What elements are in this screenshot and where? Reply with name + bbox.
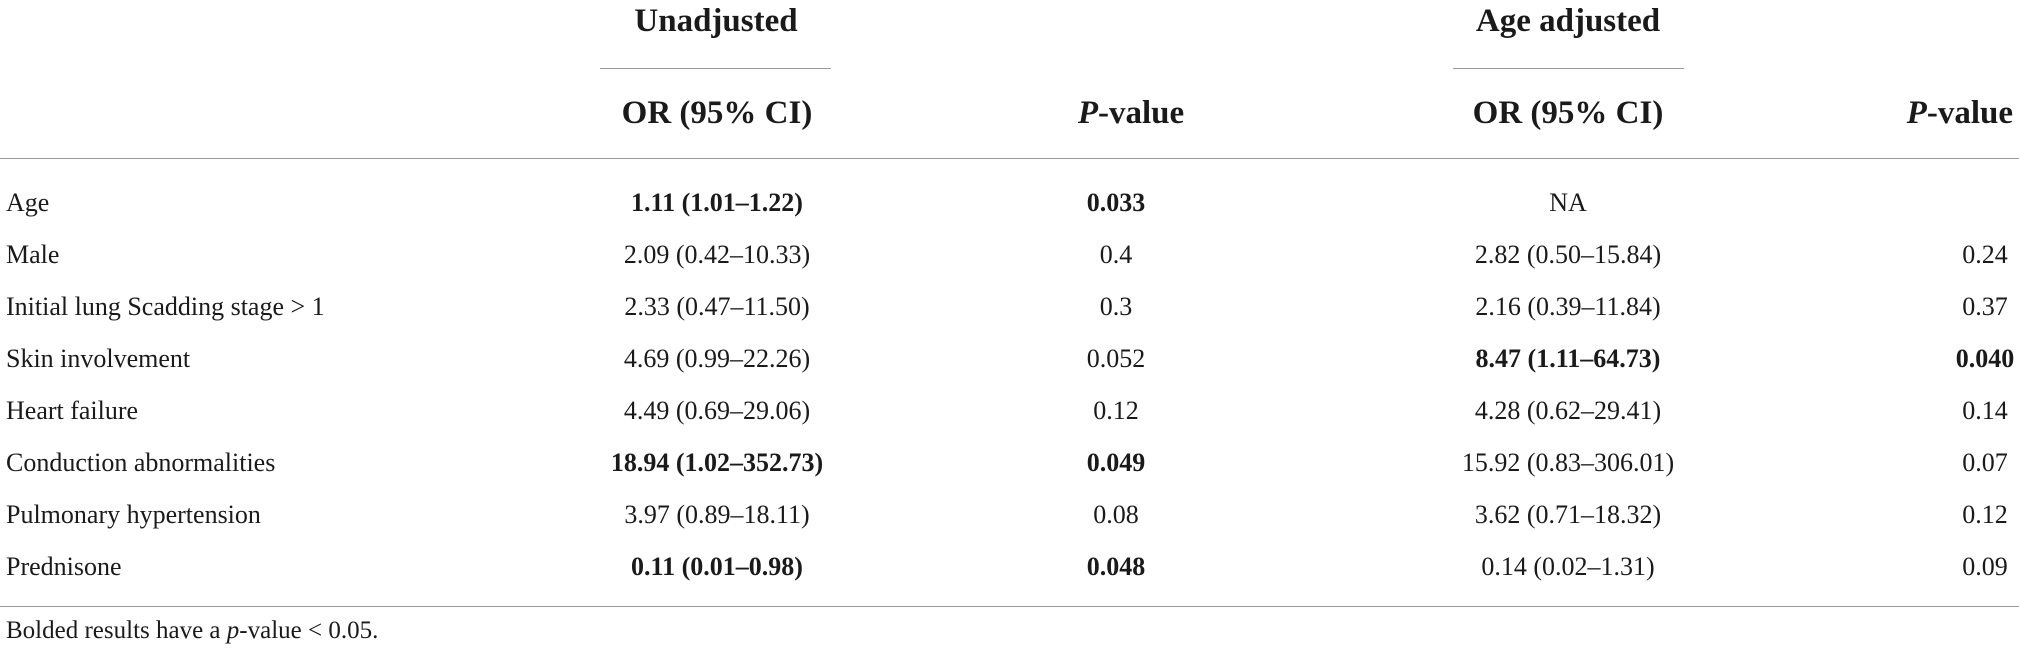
column-header-or-unadjusted: OR (95% CI) <box>621 95 813 131</box>
cell-or-adjusted: 3.62 (0.71–18.32) <box>1474 500 1662 529</box>
group-rule-age-adjusted <box>1453 68 1684 69</box>
table-row: Skin involvement 4.69 (0.99–22.26) 0.052… <box>0 333 2019 385</box>
table-row: Male 2.09 (0.42–10.33) 0.4 2.82 (0.50–15… <box>0 229 2019 281</box>
cell-p-unadjusted: 0.049 <box>1086 448 1146 477</box>
cell-or-unadjusted: 4.49 (0.69–29.06) <box>623 396 811 425</box>
column-header-p-unadjusted: P-value <box>1078 92 1184 134</box>
row-label: Heart failure <box>6 396 139 425</box>
cell-or-unadjusted: 0.11 (0.01–0.98) <box>631 552 803 581</box>
cell-or-adjusted: 8.47 (1.11–64.73) <box>1475 344 1661 373</box>
column-header-p-adjusted: P-value <box>1907 92 2013 134</box>
cell-or-unadjusted: 2.33 (0.47–11.50) <box>624 292 810 321</box>
group-header-age-adjusted: Age adjusted <box>1475 3 1661 39</box>
table-row: Prednisone 0.11 (0.01–0.98) 0.048 0.14 (… <box>0 541 2019 593</box>
row-label: Initial lung Scadding stage > 1 <box>6 292 325 321</box>
footnote-text-after: -value < 0.05. <box>239 617 379 644</box>
group-header-unadjusted: Unadjusted <box>634 3 798 39</box>
cell-p-adjusted: 0.09 <box>1962 552 2008 581</box>
row-label: Prednisone <box>6 552 122 581</box>
cell-or-adjusted: 0.14 (0.02–1.31) <box>1481 552 1655 581</box>
column-header-p-unadjusted-rest: -value <box>1098 95 1185 131</box>
cell-p-unadjusted: 0.3 <box>1099 292 1133 321</box>
cell-or-adjusted: 2.16 (0.39–11.84) <box>1475 292 1661 321</box>
cell-p-adjusted: 0.14 <box>1962 396 2008 425</box>
table-row: Age 1.11 (1.01–1.22) 0.033 NA <box>0 177 2019 229</box>
cell-or-adjusted: 2.82 (0.50–15.84) <box>1474 240 1662 269</box>
column-header-or-adjusted: OR (95% CI) <box>1472 95 1664 131</box>
table-footnote: Bolded results have a p-value < 0.05. <box>6 612 378 650</box>
column-header-p-adjusted-rest: -value <box>1926 95 2013 131</box>
cell-or-adjusted: NA <box>1549 188 1587 217</box>
cell-or-unadjusted: 2.09 (0.42–10.33) <box>623 240 811 269</box>
row-label: Age <box>6 188 50 217</box>
column-header-p-adjusted-italic: P <box>1906 95 1927 131</box>
cell-p-adjusted: 0.12 <box>1962 500 2008 529</box>
cell-or-unadjusted: 4.69 (0.99–22.26) <box>623 344 811 373</box>
cell-or-adjusted: 4.28 (0.62–29.41) <box>1474 396 1662 425</box>
cell-p-unadjusted: 0.048 <box>1086 552 1146 581</box>
cell-or-unadjusted: 3.97 (0.89–18.11) <box>624 500 810 529</box>
group-rule-unadjusted <box>600 68 831 69</box>
cell-or-unadjusted: 1.11 (1.01–1.22) <box>631 188 803 217</box>
row-label: Conduction abnormalities <box>6 448 276 477</box>
footnote-text-before: Bolded results have a <box>6 617 227 644</box>
table-row: Conduction abnormalities 18.94 (1.02–352… <box>0 437 2019 489</box>
cell-p-adjusted: 0.07 <box>1962 448 2008 477</box>
row-label: Skin involvement <box>6 344 191 373</box>
cell-p-adjusted: 0.040 <box>1955 344 2015 373</box>
cell-p-unadjusted: 0.12 <box>1093 396 1139 425</box>
row-label: Pulmonary hypertension <box>6 500 261 529</box>
cell-p-unadjusted: 0.4 <box>1099 240 1133 269</box>
table-row: Pulmonary hypertension 3.97 (0.89–18.11)… <box>0 489 2019 541</box>
table-row: Initial lung Scadding stage > 1 2.33 (0.… <box>0 281 2019 333</box>
cell-p-unadjusted: 0.052 <box>1086 344 1146 373</box>
table-row: Heart failure 4.49 (0.69–29.06) 0.12 4.2… <box>0 385 2019 437</box>
table-bottom-rule <box>0 606 2019 607</box>
cell-p-unadjusted: 0.033 <box>1086 188 1146 217</box>
column-header-p-unadjusted-italic: P <box>1077 95 1098 131</box>
row-label: Male <box>6 240 60 269</box>
cell-or-adjusted: 15.92 (0.83–306.01) <box>1461 448 1675 477</box>
footnote-text-italic: p <box>226 617 240 644</box>
cell-p-adjusted: 0.37 <box>1962 292 2008 321</box>
cell-p-unadjusted: 0.08 <box>1093 500 1139 529</box>
cell-p-adjusted: 0.24 <box>1962 240 2008 269</box>
header-rule <box>0 158 2019 159</box>
cell-or-unadjusted: 18.94 (1.02–352.73) <box>610 448 824 477</box>
